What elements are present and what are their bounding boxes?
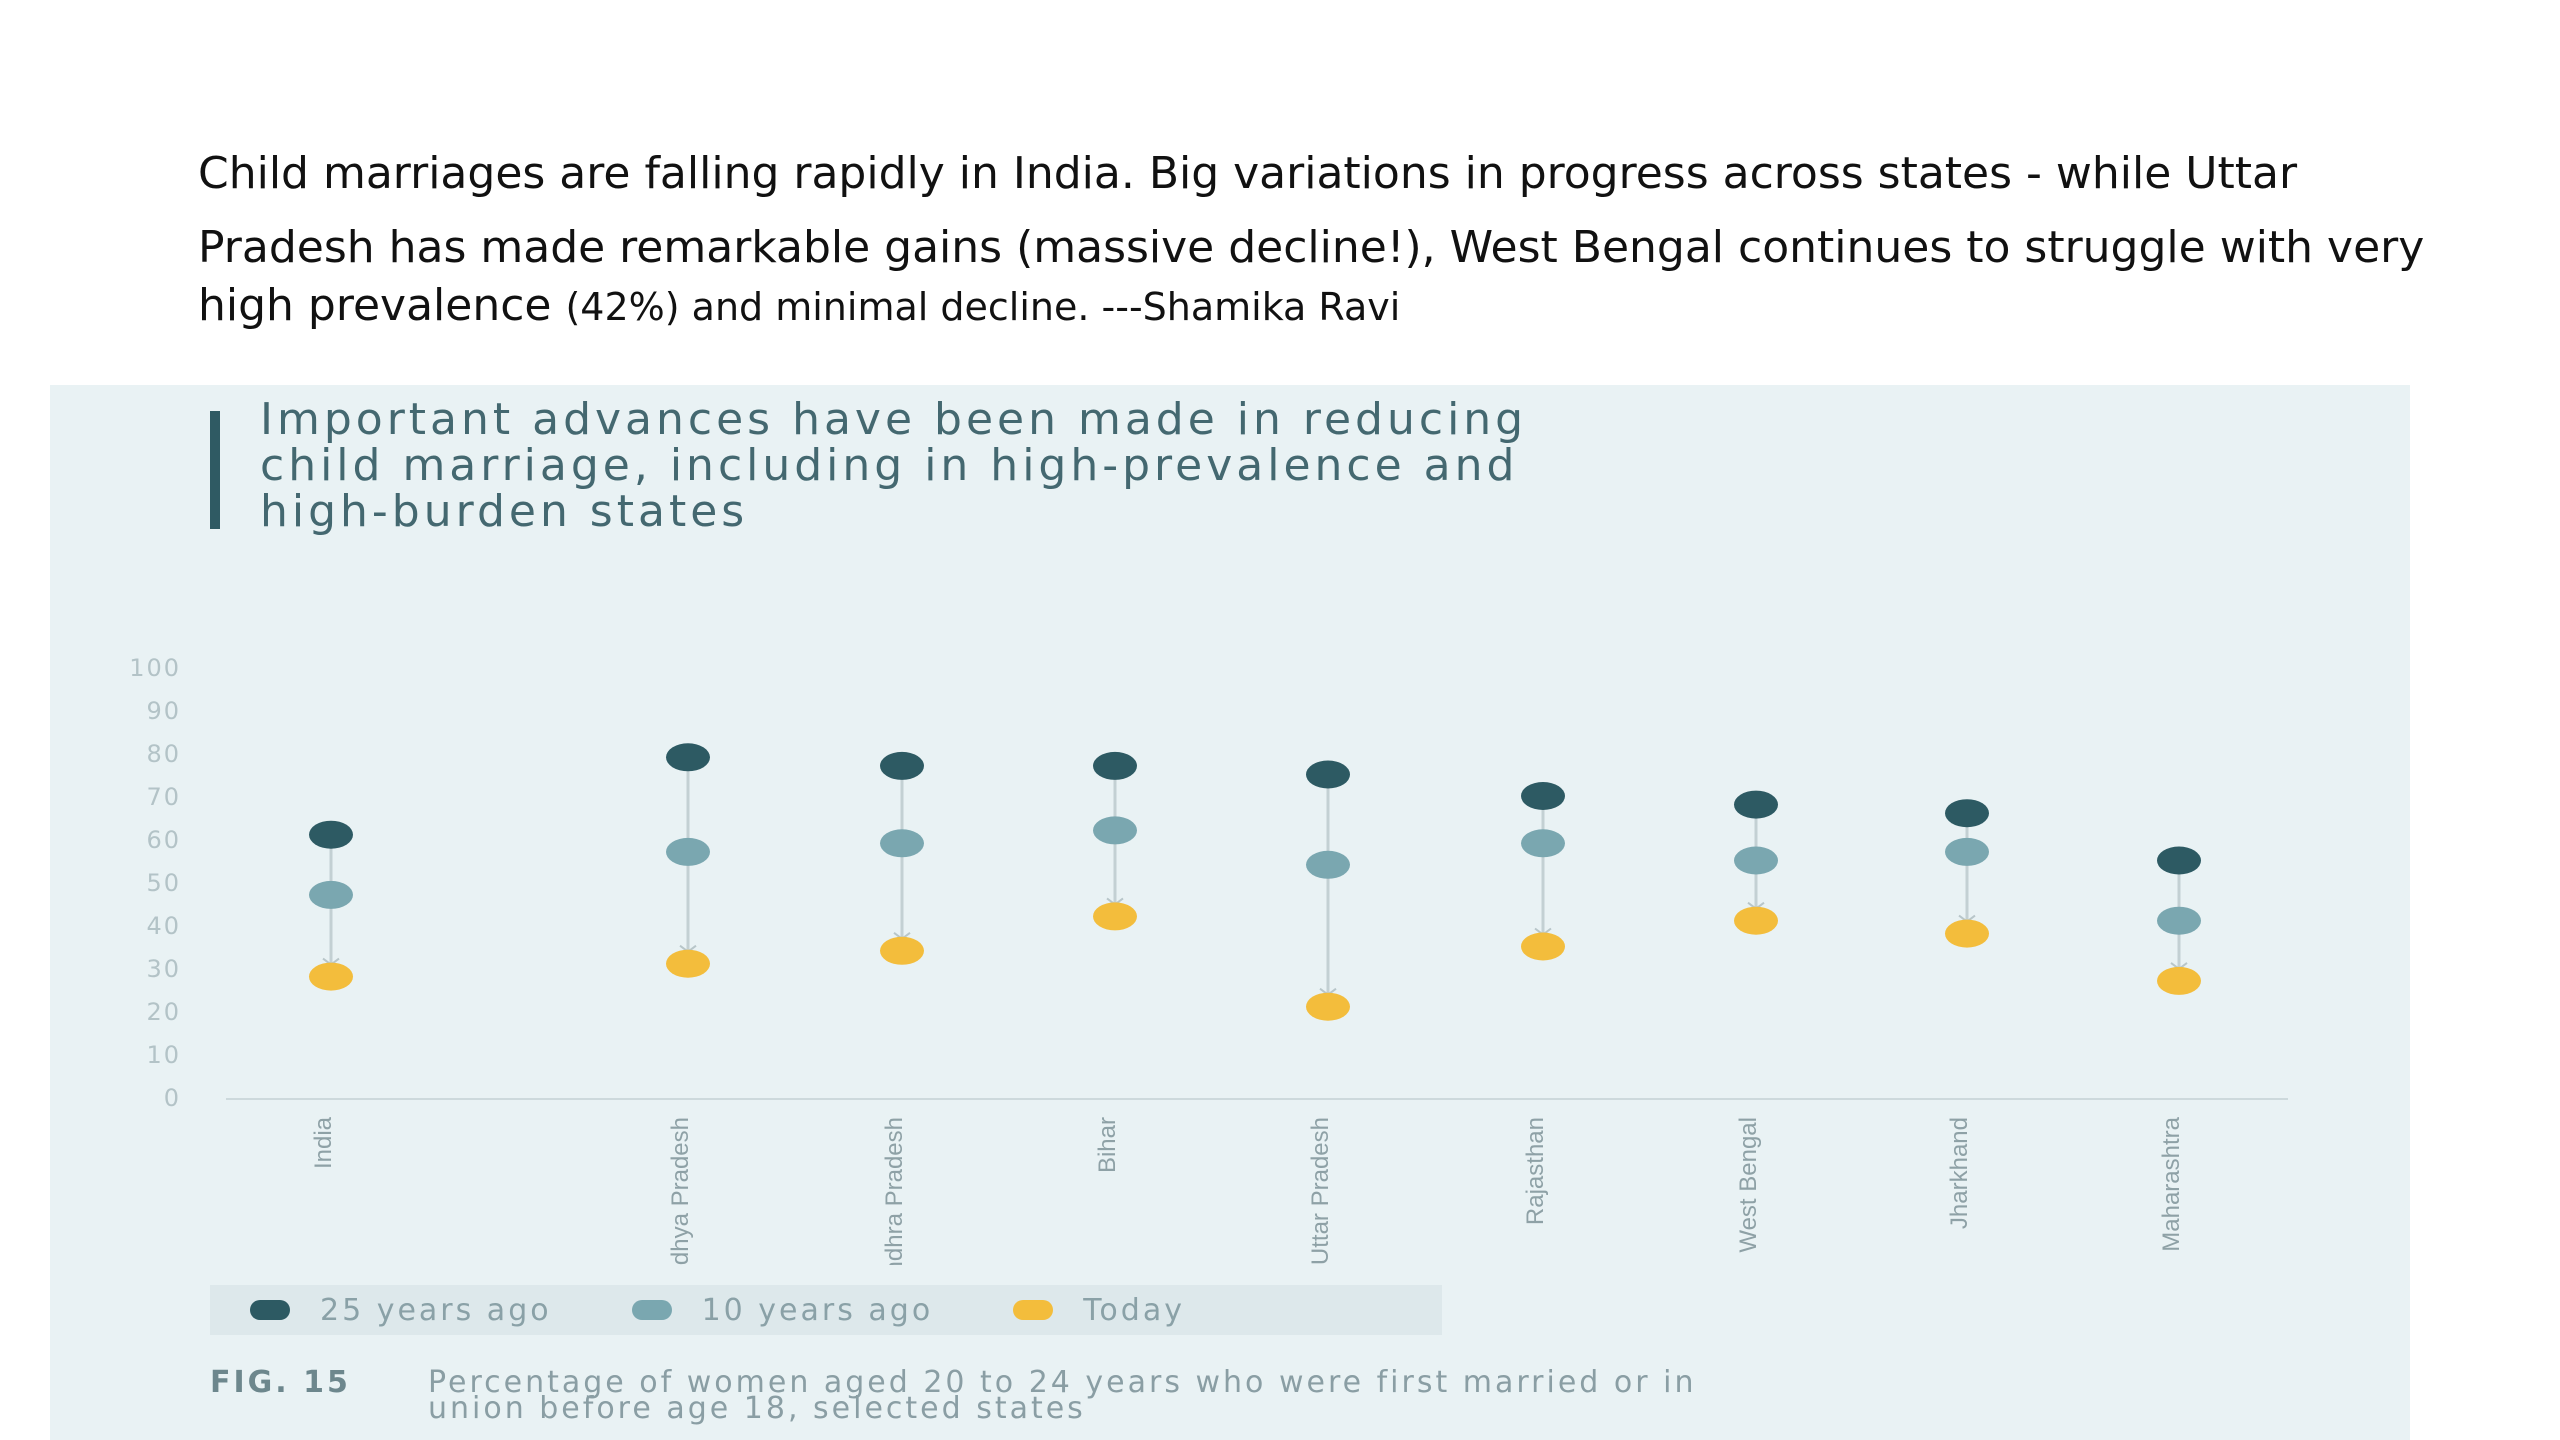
- dot-10-years-ago: [2157, 906, 2201, 935]
- dot-10-years-ago: [880, 829, 924, 858]
- title-accent-bar: [210, 411, 220, 529]
- chart-title: Important advances have been made in red…: [260, 397, 2360, 535]
- x-category-label: Andhra Pradesh: [881, 1117, 908, 1265]
- legend-item-10-years: 10 years ago: [631, 1292, 934, 1328]
- dot-25-years-ago: [880, 751, 924, 780]
- dot-today: [1734, 906, 1778, 935]
- x-category-label: Madhya Pradesh: [667, 1117, 694, 1265]
- legend-item-today: Today: [1013, 1293, 1185, 1328]
- y-tick-label: 50: [146, 869, 181, 897]
- legend-label-25-years: 25 years ago: [320, 1292, 552, 1328]
- dot-today: [1306, 992, 1350, 1021]
- dot-plot-chart: 0 10 20 30 40 50 60 70 80 90 100 India Madhya Prades…: [129, 654, 2288, 1265]
- dot-25-years-ago: [666, 743, 710, 772]
- dot-today: [1093, 902, 1137, 931]
- chart-title-line-3: high-burden states: [260, 486, 749, 537]
- y-tick-label: 10: [146, 1041, 181, 1069]
- caption-line-1: Child marriages are falling rapidly in I…: [198, 148, 2298, 199]
- dot-today: [1521, 932, 1565, 961]
- legend-swatch-10-years: [631, 1300, 672, 1320]
- y-tick-label: 0: [164, 1084, 181, 1112]
- dot-today: [666, 949, 710, 978]
- chart-legend: 25 years ago 10 years ago Today: [210, 1285, 1442, 1335]
- y-tick-label: 30: [146, 955, 181, 983]
- y-tick-label: 80: [146, 740, 181, 768]
- caption-line-3-start: high prevalence: [198, 280, 566, 331]
- caption-line-3: high prevalence (42%) and minimal declin…: [198, 284, 2438, 328]
- chart-title-line-2: child marriage, including in high-preval…: [260, 440, 1519, 491]
- y-tick-label: 90: [146, 697, 181, 725]
- dot-10-years-ago: [1734, 846, 1778, 875]
- dot-10-years-ago: [1945, 837, 1989, 866]
- dot-25-years-ago: [1945, 799, 1989, 828]
- dot-25-years-ago: [1093, 751, 1137, 780]
- figure-text-line-1: Percentage of women aged 20 to 24 years …: [428, 1365, 1697, 1400]
- x-category-label: Uttar Pradesh: [1307, 1117, 1334, 1265]
- dot-10-years-ago: [309, 880, 353, 909]
- dot-today: [2157, 966, 2201, 995]
- chart-title-line-1: Important advances have been made in red…: [260, 394, 1528, 445]
- caption-line-3-end: (42%) and minimal decline. ---Shamika Ra…: [565, 285, 1401, 329]
- x-category-label: Maharashtra: [2158, 1116, 2185, 1251]
- chart-panel: Important advances have been made in red…: [50, 385, 2410, 1440]
- dot-today: [1945, 919, 1989, 948]
- slide-caption: Child marriages are falling rapidly in I…: [198, 140, 2438, 328]
- legend-label-10-years: 10 years ago: [701, 1292, 934, 1328]
- dot-today: [880, 936, 924, 965]
- x-category-label: Bihar: [1094, 1117, 1121, 1173]
- dot-25-years-ago: [309, 820, 353, 849]
- y-tick-label: 100: [129, 654, 181, 682]
- dot-25-years-ago: [1521, 782, 1565, 810]
- dot-25-years-ago: [1734, 790, 1778, 819]
- x-category-label: West Bengal: [1735, 1117, 1762, 1253]
- dot-10-years-ago: [1306, 850, 1350, 879]
- legend-swatch-25-years: [250, 1300, 290, 1320]
- y-tick-label: 20: [146, 998, 181, 1026]
- x-category-label: Rajasthan: [1522, 1117, 1549, 1225]
- caption-line-2: Pradesh has made remarkable gains (massi…: [198, 222, 2425, 273]
- dot-today: [309, 962, 353, 991]
- x-category-label: Jharkhand: [1946, 1117, 1973, 1229]
- figure-text-line-2: union before age 18, selected states: [428, 1391, 1086, 1426]
- figure-label: FIG. 15: [210, 1365, 351, 1400]
- dot-10-years-ago: [1093, 816, 1137, 845]
- legend-swatch-today: [1013, 1300, 1054, 1320]
- dot-10-years-ago: [1521, 829, 1565, 858]
- legend-item-25-years: 25 years ago: [250, 1293, 552, 1328]
- figure-text: Percentage of women aged 20 to 24 years …: [428, 1365, 1697, 1426]
- y-tick-label: 40: [146, 912, 181, 940]
- legend-label-today: Today: [1083, 1292, 1185, 1328]
- dot-25-years-ago: [1306, 760, 1350, 789]
- x-category-label: India: [310, 1116, 337, 1169]
- y-tick-label: 70: [146, 783, 181, 811]
- y-tick-label: 60: [146, 826, 181, 854]
- dot-10-years-ago: [666, 837, 710, 866]
- dot-25-years-ago: [2157, 846, 2201, 875]
